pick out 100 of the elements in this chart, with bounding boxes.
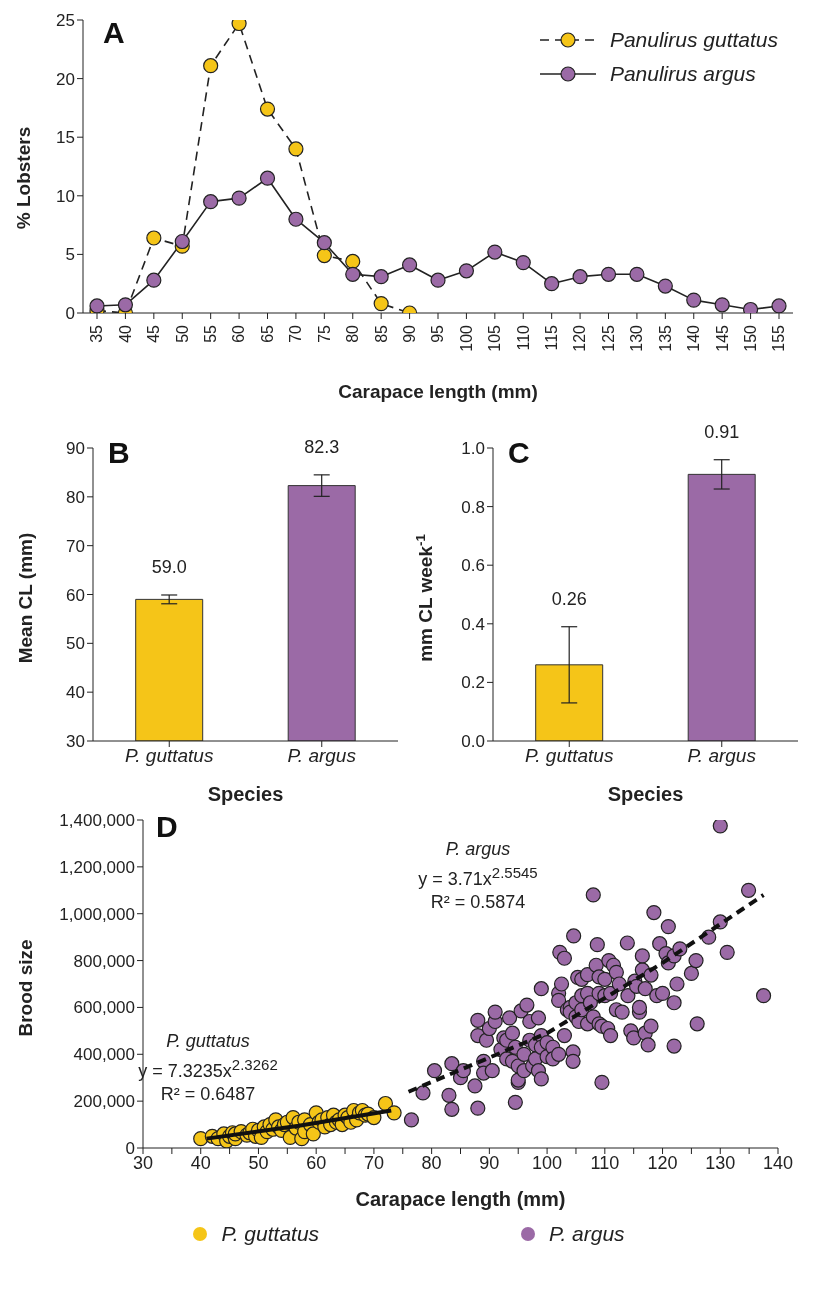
point: [377, 1095, 394, 1112]
x-tick-label: 70: [363, 1152, 384, 1173]
x-tick-label: 125: [599, 324, 617, 352]
point: [487, 244, 503, 260]
y-axis-title: Mean CL (mm): [15, 532, 36, 664]
y-tick-label: 25: [56, 11, 75, 31]
x-tick-label: 95: [429, 324, 447, 343]
y-tick-label: 200,000: [73, 1092, 135, 1112]
x-tick-label: 50: [173, 324, 191, 343]
x-tick-label: 105: [486, 324, 504, 352]
x-tick-label: 110: [514, 324, 532, 351]
x-tick-label: 60: [306, 1152, 327, 1173]
x-tick-label: 80: [421, 1152, 442, 1173]
y-tick-label: 1.0: [461, 439, 485, 459]
x-tick-label: P. argus: [687, 745, 757, 767]
y-tick-label: 0.8: [461, 497, 485, 517]
x-tick-label: P. guttatus: [525, 745, 614, 767]
y-tick-label: 5: [65, 245, 75, 265]
y-tick-label: 0.0: [461, 732, 485, 752]
point: [89, 298, 105, 313]
data-label: 0.26: [551, 588, 587, 609]
point: [231, 190, 247, 206]
point: [544, 276, 560, 292]
y-tick-label: 0.4: [461, 614, 485, 634]
x-tick-label: 60: [230, 324, 248, 343]
chart-title: B: [108, 436, 130, 470]
point: [771, 298, 787, 313]
point: [305, 1126, 321, 1142]
point: [316, 247, 332, 264]
x-tick-label: 85: [372, 324, 390, 343]
x-tick-label: 100: [532, 1152, 563, 1173]
point: [572, 269, 588, 285]
x-tick-label: 110: [590, 1152, 620, 1173]
point: [657, 278, 673, 294]
y-tick-label: 30: [66, 732, 85, 752]
annotation: P. argus y = 3.71x$^{2.5545}$ R² = 0.5874: [418, 838, 538, 914]
annotation: P. guttatus y = 7.3235x$^{2.3262}$ R² = 0.6487: [138, 1030, 278, 1106]
x-axis-title: Species: [207, 783, 284, 805]
x-tick-label: 45: [145, 324, 163, 343]
x-tick-label: P. argus: [287, 745, 357, 767]
point: [345, 253, 361, 270]
x-tick-label: 40: [190, 1152, 211, 1173]
point: [430, 272, 446, 288]
x-tick-label: 140: [762, 1152, 794, 1173]
point: [203, 194, 219, 210]
y-tick-label: 800,000: [73, 951, 135, 971]
point: [458, 263, 475, 279]
point: [515, 255, 531, 271]
y-tick-label: 0: [125, 1139, 135, 1159]
point: [373, 296, 389, 312]
point: [174, 233, 190, 250]
x-tick-label: 130: [705, 1152, 736, 1173]
point: [288, 211, 304, 227]
x-axis-title: Carapace length (mm): [355, 1188, 566, 1210]
y-tick-label: 1,000,000: [59, 904, 135, 924]
x-tick-label: 80: [344, 324, 362, 343]
y-tick-label: 0.2: [461, 673, 485, 693]
y-tick-label: 15: [56, 128, 75, 148]
point: [259, 170, 276, 186]
legend-label: Panulirus guttatus: [609, 28, 778, 52]
y-tick-label: 1,400,000: [59, 811, 135, 831]
x-tick-label: 65: [258, 324, 276, 343]
point: [600, 266, 617, 282]
x-tick-label: 140: [685, 324, 703, 352]
legend-label: Panulirus argus: [609, 62, 756, 86]
x-tick-label: 50: [248, 1152, 269, 1173]
y-tick-label: 600,000: [73, 998, 135, 1018]
x-tick-label: 155: [770, 324, 788, 352]
point: [629, 266, 645, 282]
x-axis-title: Species: [607, 783, 684, 805]
y-tick-label: 50: [66, 634, 85, 654]
x-tick-label: 130: [628, 324, 646, 352]
y-tick-label: 70: [66, 536, 85, 556]
data-label: 0.91: [704, 421, 740, 442]
x-tick-label: P. guttatus: [125, 745, 214, 767]
point: [373, 269, 389, 285]
legend-label: P. guttatus: [221, 1222, 320, 1246]
point: [146, 230, 162, 246]
y-tick-label: 400,000: [73, 1045, 135, 1065]
y-tick-label: 60: [66, 585, 85, 605]
x-tick-label: 135: [656, 324, 674, 352]
point: [686, 292, 702, 308]
x-tick-label: 35: [88, 324, 106, 343]
point: [146, 272, 162, 288]
x-tick-label: 150: [741, 324, 759, 352]
x-tick-label: 70: [287, 324, 305, 343]
y-tick-label: 10: [56, 186, 75, 206]
y-tick-label: 0.6: [461, 556, 485, 576]
x-tick-label: 90: [400, 324, 418, 343]
point: [288, 141, 304, 157]
point: [345, 266, 361, 282]
x-tick-label: 90: [479, 1152, 500, 1173]
y-tick-label: 0: [65, 304, 75, 324]
chart-title: C: [508, 436, 530, 470]
legend-label: P. argus: [549, 1222, 625, 1246]
point: [259, 101, 276, 117]
x-tick-label: 100: [457, 324, 475, 352]
x-tick-label: 120: [571, 324, 589, 352]
y-axis-title: Brood size: [15, 939, 36, 1037]
x-axis-title: Carapace length (mm): [338, 381, 538, 402]
